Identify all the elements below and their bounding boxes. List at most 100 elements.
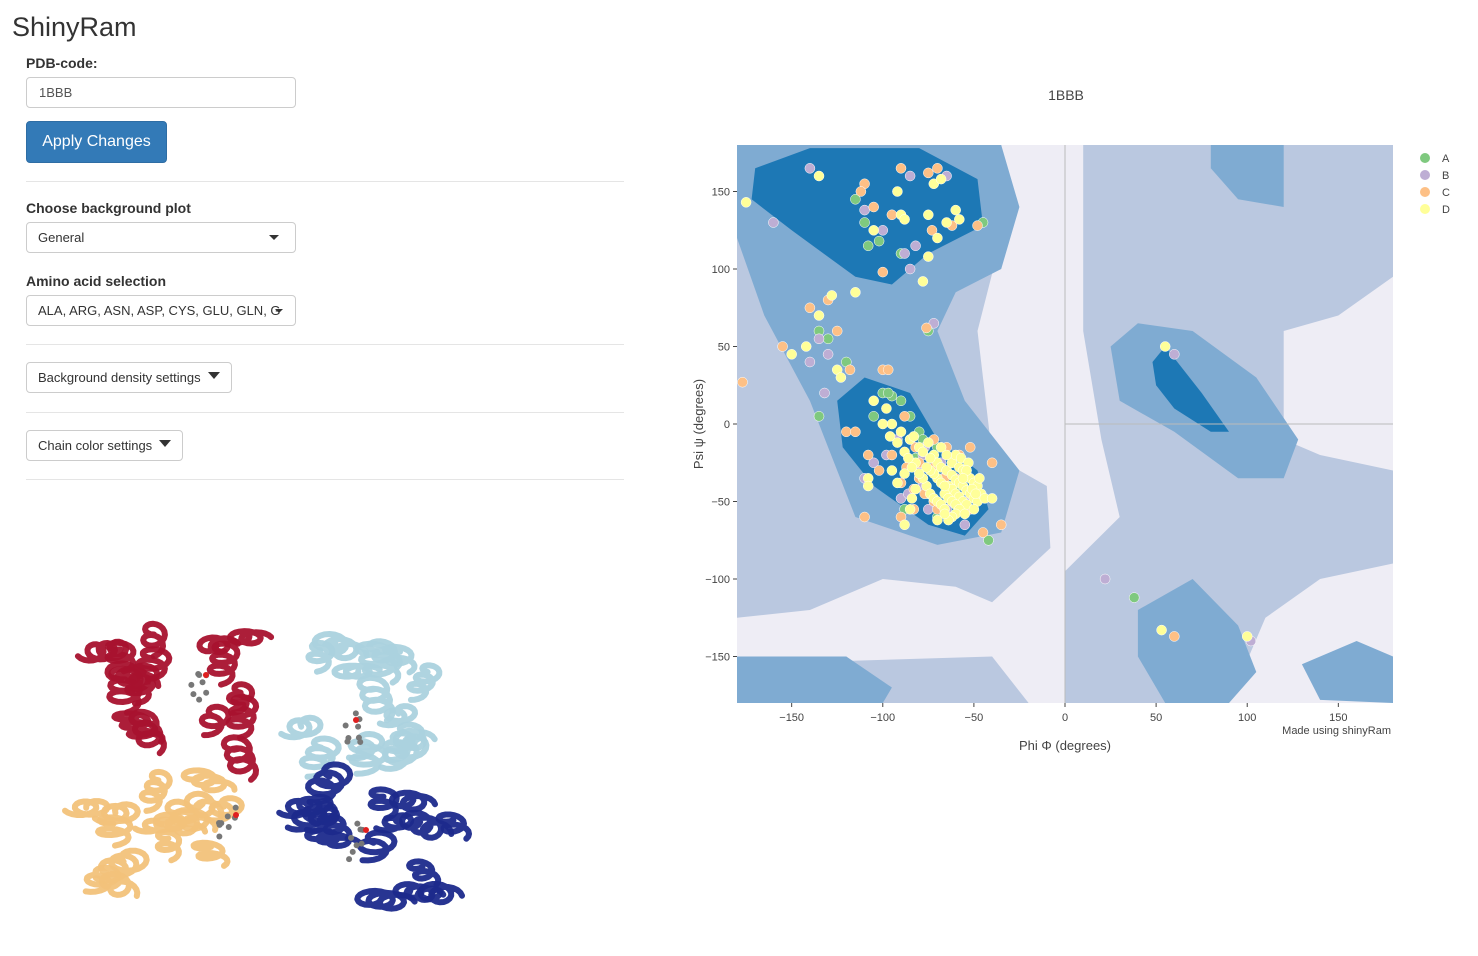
x-tick-label: −150	[779, 712, 804, 724]
protein-structure-viewer[interactable]	[60, 585, 520, 950]
helix-ribbon	[305, 639, 336, 675]
ligand-atom	[355, 723, 362, 730]
ligand-atom	[190, 691, 197, 698]
data-point-D	[923, 209, 934, 221]
data-point-D	[906, 462, 918, 473]
data-point-C	[995, 519, 1007, 531]
data-point-C	[737, 376, 748, 388]
pdb-code-label: PDB-code:	[26, 55, 98, 71]
background-density-settings-button[interactable]: Background density settings	[26, 362, 232, 393]
data-point-A	[882, 387, 894, 399]
data-points	[737, 163, 1257, 647]
legend-marker-A	[1420, 153, 1430, 163]
data-point-C	[895, 163, 907, 174]
divider	[26, 479, 624, 480]
helix-ribbon	[154, 828, 183, 864]
data-point-D	[935, 173, 947, 185]
data-point-D	[899, 468, 910, 479]
data-point-A	[822, 333, 834, 345]
helix-ribbon	[276, 793, 334, 820]
ligand-atom	[342, 722, 349, 729]
chain-color-settings-button[interactable]: Chain color settings	[26, 430, 184, 461]
helix-ribbon	[91, 801, 141, 826]
x-tick-label: −100	[870, 712, 895, 724]
data-point-B	[813, 333, 825, 345]
data-point-D	[1159, 341, 1171, 352]
plot-title: 1BBB	[1048, 87, 1084, 103]
data-point-A	[862, 240, 874, 252]
helix-ribbon	[298, 735, 342, 780]
x-tick-label: 0	[1062, 712, 1068, 724]
data-point-D	[884, 431, 896, 442]
data-point-D	[903, 452, 914, 464]
helix-ribbon	[62, 798, 111, 818]
ligand-atom	[354, 820, 361, 827]
helix-ribbon	[152, 811, 209, 837]
helix-ribbon	[278, 714, 324, 741]
helix-ribbon	[305, 761, 354, 806]
legend-label-B: B	[1442, 170, 1449, 182]
data-point-A	[873, 235, 885, 247]
data-point-B	[819, 387, 830, 399]
data-point-C	[932, 163, 943, 174]
helix-ribbon	[92, 847, 150, 884]
ligand-atom	[196, 696, 203, 703]
data-point-C	[873, 465, 885, 476]
helix-ribbon	[220, 734, 259, 783]
data-point-D	[813, 170, 825, 182]
helix-ribbon	[392, 881, 447, 903]
y-tick-label: 100	[712, 264, 730, 276]
ligand-atom	[232, 804, 239, 811]
ligand-atom	[203, 672, 209, 678]
y-tick-label: −50	[711, 497, 730, 509]
density-level-3	[751, 148, 983, 285]
pdb-code-input[interactable]	[26, 77, 296, 108]
data-point-C	[964, 442, 976, 453]
x-tick-label: −50	[965, 712, 984, 724]
divider	[26, 181, 624, 182]
amino-acid-select[interactable]: ALA, ARG, ASN, ASP, CYS, GLU, GLN, G	[26, 295, 296, 326]
data-point-D	[835, 372, 847, 383]
amino-acid-label: Amino acid selection	[26, 273, 167, 289]
helix-ribbon	[435, 811, 472, 842]
data-point-D	[862, 480, 874, 492]
data-point-B	[959, 519, 971, 531]
ligand-atom	[353, 842, 360, 849]
data-point-D	[886, 465, 898, 476]
background-plot-select[interactable]: General	[26, 222, 296, 253]
ligand-atom	[363, 827, 369, 833]
legend-marker-C	[1420, 187, 1430, 197]
data-point-D	[868, 225, 879, 236]
data-point-C	[868, 201, 879, 213]
data-point-D	[939, 508, 950, 520]
data-point-D	[923, 251, 934, 262]
data-point-D	[868, 395, 879, 407]
data-point-B	[804, 163, 816, 174]
y-tick-label: 150	[712, 187, 730, 199]
density-level-2	[1137, 579, 1257, 703]
data-point-B	[877, 225, 889, 236]
data-point-C	[855, 186, 867, 197]
data-point-B	[904, 170, 916, 182]
data-point-D	[941, 217, 952, 228]
ligand-atom	[216, 821, 223, 828]
y-tick-label: −100	[705, 574, 730, 586]
helix-ribbon	[180, 767, 238, 794]
app-title: ShinyRam	[12, 12, 137, 42]
ligand-atom	[203, 689, 210, 696]
ramachandran-plot[interactable]: 1BBB −150 −100 −50 0 50 100 150 150100500−50−1…	[680, 80, 1470, 760]
ligand-atom	[199, 679, 206, 686]
legend-marker-B	[1420, 170, 1430, 180]
data-point-D	[941, 449, 952, 461]
x-axis-ticks: −150 −100 −50 0 50 100 150	[779, 703, 1348, 724]
helix-ribbon	[356, 674, 396, 724]
data-point-D	[906, 493, 918, 504]
data-point-D	[899, 519, 910, 531]
data-point-A	[868, 411, 879, 422]
data-point-C	[862, 449, 874, 461]
data-point-C	[804, 302, 816, 314]
data-point-D	[970, 488, 981, 500]
apply-changes-button[interactable]: Apply Changes	[26, 121, 167, 163]
helix-ribbon	[111, 710, 166, 745]
